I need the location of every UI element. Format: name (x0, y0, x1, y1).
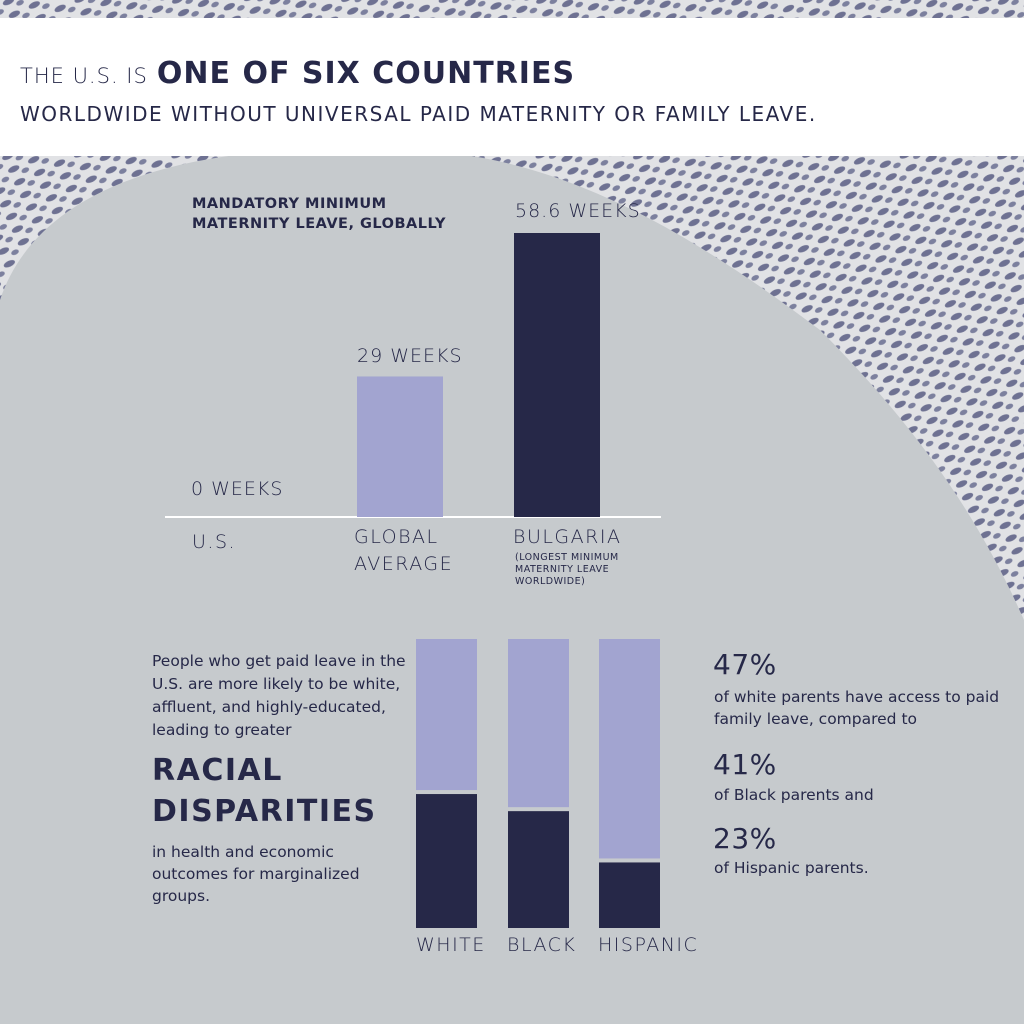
chart2-category-label: WHITE (416, 934, 486, 956)
chart1-category-label: BULGARIA (513, 526, 622, 548)
chart2-category-label: BLACK (507, 934, 577, 956)
stat-percent-hispanic: 23% (713, 822, 777, 855)
stat-text-black: of Black parents and (714, 786, 874, 804)
chart1-note: (LONGEST MINIMUM MATERNITY LEAVE WORLDWI… (515, 552, 619, 587)
chart1-title: MANDATORY MINIMUM MATERNITY LEAVE, GLOBA… (192, 196, 446, 232)
header-banner: THE U.S. IS ONE OF SIX COUNTRIES WORLDWI… (0, 18, 1024, 156)
stat-percent-black: 41% (713, 748, 777, 781)
chart1-value-label: 29 WEEKS (357, 345, 463, 367)
chart1-value-label: 58.6 WEEKS (515, 200, 641, 222)
stat-text-hispanic: of Hispanic parents. (714, 859, 869, 877)
racial-disparities-heading: RACIAL DISPARITIES (152, 750, 412, 832)
racial-heading-line2: DISPARITIES (152, 794, 377, 829)
racial-intro-text: People who get paid leave in the U.S. ar… (152, 652, 406, 739)
racial-heading-line1: RACIAL (152, 753, 283, 788)
header-lead-text: THE U.S. IS (20, 64, 148, 88)
racial-outro-text: in health and economic outcomes for marg… (152, 843, 360, 905)
header-line: THE U.S. IS ONE OF SIX COUNTRIES (20, 56, 575, 91)
header-emphasis-text: ONE OF SIX COUNTRIES (156, 56, 576, 91)
stat-text-white: of white parents have access to paid fam… (714, 688, 1000, 728)
stat-percent-white: 47% (713, 648, 777, 681)
chart1-value-label: 0 WEEKS (191, 478, 284, 500)
chart2-category-label: HISPANIC (598, 934, 699, 956)
chart1-category-label: GLOBAL AVERAGE (354, 526, 454, 575)
header-subtitle: WORLDWIDE WITHOUT UNIVERSAL PAID MATERNI… (20, 102, 817, 126)
chart1-category-label: U.S. (192, 531, 237, 553)
background-globe-shape (0, 148, 1024, 1024)
